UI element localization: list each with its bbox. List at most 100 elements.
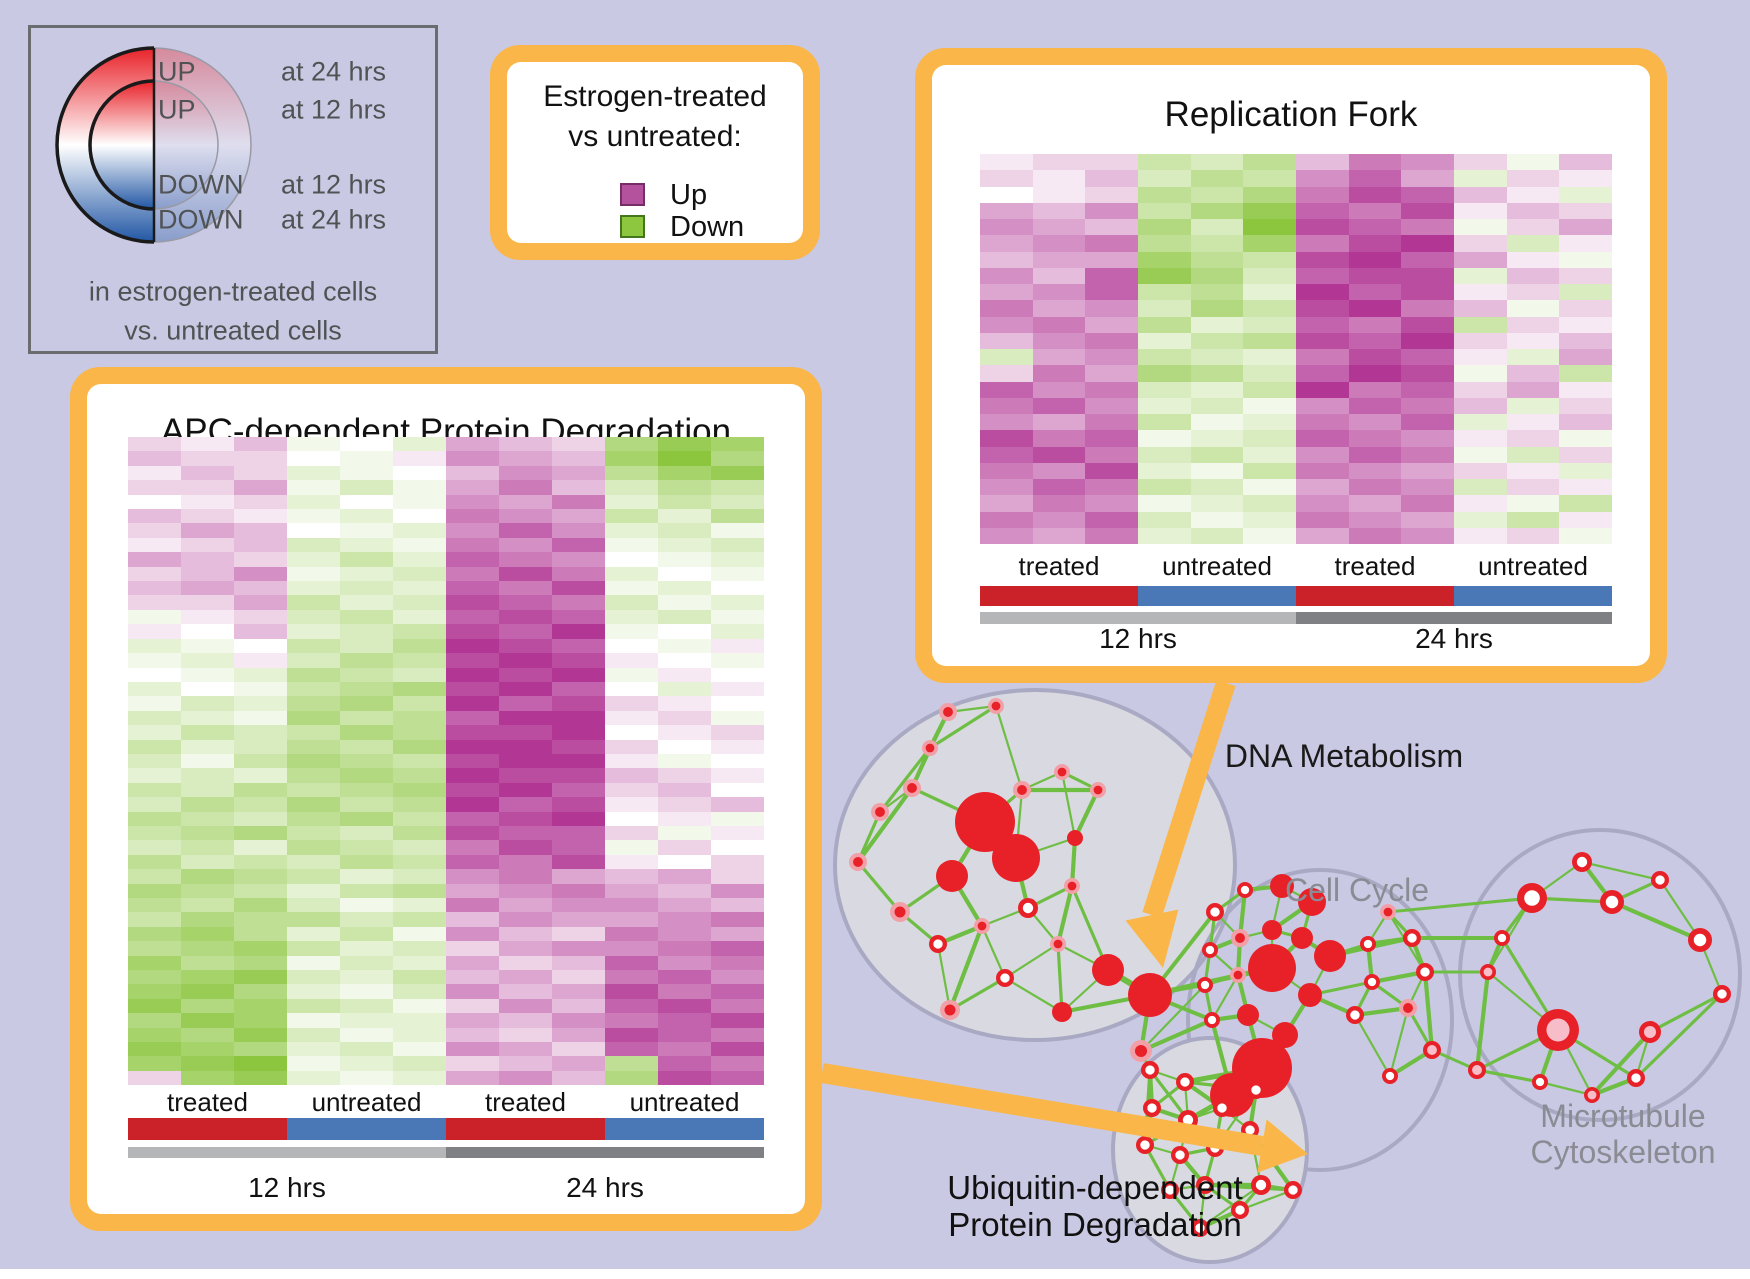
heatmap-cell — [711, 509, 764, 524]
heatmap-cell — [711, 437, 764, 452]
heatmap-cell — [287, 926, 340, 942]
heatmap-cell — [1085, 202, 1139, 219]
orange-arrow-shaft — [1142, 679, 1236, 919]
network-edge — [929, 704, 997, 750]
heatmap-cell — [605, 710, 658, 726]
heatmap-row — [128, 1013, 764, 1028]
heatmap-cell — [128, 854, 181, 870]
heatmap-cell — [711, 739, 764, 754]
heatmap-cell — [340, 984, 393, 999]
heatmap-cell — [1243, 202, 1297, 219]
heatmap-cell — [711, 797, 764, 812]
heatmap-cell — [1559, 170, 1613, 187]
network-edge — [1239, 1188, 1294, 1212]
heatmap-cell — [181, 869, 234, 884]
condition-label: treated — [1334, 551, 1416, 581]
heatmap-cell — [1559, 430, 1613, 447]
heatmap-cell — [234, 941, 287, 956]
heatmap-cell — [1085, 397, 1139, 414]
heatmap-cell — [605, 926, 658, 942]
heatmap-cell — [181, 681, 234, 697]
heatmap-cell — [1401, 430, 1455, 447]
heatmap-cell — [1243, 154, 1297, 171]
heatmap-cell — [340, 494, 393, 510]
heatmap-cell — [658, 537, 711, 553]
heatmap-cell — [1296, 446, 1349, 463]
heatmap-cell — [1138, 170, 1191, 187]
heatmap-cell — [340, 566, 393, 582]
heatmap-cell — [605, 955, 658, 971]
heatmap-cell — [1348, 527, 1402, 544]
heatmap-cell — [1506, 479, 1560, 496]
heatmap-cell — [340, 480, 393, 495]
down-color-swatch — [620, 215, 645, 238]
heatmap-cell — [393, 941, 446, 956]
heatmap-cell — [711, 998, 764, 1014]
heatmap-cell — [1348, 235, 1402, 252]
heatmap-cell — [128, 710, 181, 726]
heatmap-cell — [1085, 186, 1139, 203]
heatmap-cell — [1243, 284, 1297, 301]
heatmap-row — [128, 653, 764, 668]
network-edge — [1354, 1014, 1391, 1077]
heatmap-cell — [552, 768, 605, 783]
heatmap-cell — [1348, 397, 1402, 414]
ubiquitin-degradation-label: Ubiquitin-dependent Protein Degradation — [947, 1169, 1243, 1243]
heatmap-cell — [128, 912, 181, 927]
heatmap-cell — [1296, 495, 1349, 512]
heatmap-cell — [446, 825, 499, 841]
heatmap-cell — [1348, 365, 1402, 382]
heatmap-cell — [1401, 446, 1455, 463]
heatmap-cell — [1401, 170, 1455, 187]
heatmap-cell — [605, 537, 658, 553]
heatmap-cell — [1032, 251, 1086, 268]
inner-ring-faded-outline — [153, 80, 219, 210]
gene-node-solid — [1248, 944, 1296, 992]
gene-node-rim-center — [907, 783, 917, 793]
heatmap-cell — [446, 1042, 499, 1057]
heatmap-cell — [128, 883, 181, 898]
heatmap-row — [128, 437, 764, 452]
heatmap-cell — [446, 710, 499, 726]
heatmap-cell — [287, 782, 340, 798]
heatmap-cell — [287, 898, 340, 913]
heatmap-cell — [711, 710, 764, 726]
heatmap-cell — [1243, 251, 1297, 268]
heatmap-cell — [658, 854, 711, 870]
heatmap-cell — [1296, 479, 1349, 496]
heatmap-cell — [287, 1056, 340, 1071]
heatmap-cell — [499, 451, 552, 466]
heatmap-cell — [1085, 495, 1139, 512]
gene-node-solid — [1262, 920, 1282, 940]
gene-node-ring-center — [1245, 1125, 1255, 1135]
condition-label-row: treated untreated treated untreated — [980, 551, 1612, 583]
heatmap-cell — [446, 595, 499, 610]
heatmap-cell — [1190, 430, 1244, 447]
heatmap-cell — [287, 566, 340, 582]
gene-node-rim-center — [1235, 933, 1245, 943]
heatmap-cell — [340, 537, 393, 553]
heatmap-cell — [711, 970, 764, 985]
heatmap-cell — [711, 854, 764, 870]
condition-label: untreated — [311, 1087, 422, 1117]
heatmap-cell — [1296, 284, 1349, 301]
heatmap-cell — [446, 998, 499, 1014]
heatmap-cell — [552, 581, 605, 596]
heatmap-cell — [340, 869, 393, 884]
heatmap-cell — [287, 710, 340, 726]
gene-node-ring-center — [1350, 1010, 1360, 1020]
heatmap-cell — [658, 480, 711, 495]
time-bar-row — [128, 1147, 764, 1158]
gene-node-ring-center — [1205, 945, 1215, 955]
heatmap-cell — [980, 170, 1033, 187]
heatmap-row — [980, 495, 1613, 512]
heatmap-cell — [499, 681, 552, 697]
heatmap-cell — [446, 926, 499, 942]
heatmap-cell — [1296, 332, 1349, 349]
heatmap-cell — [393, 768, 446, 783]
heatmap-cell — [446, 653, 499, 668]
heatmap-cell — [605, 451, 658, 466]
heatmap-cell — [340, 825, 393, 841]
heatmap-cell — [1454, 365, 1507, 382]
heatmap-cell — [605, 667, 658, 682]
